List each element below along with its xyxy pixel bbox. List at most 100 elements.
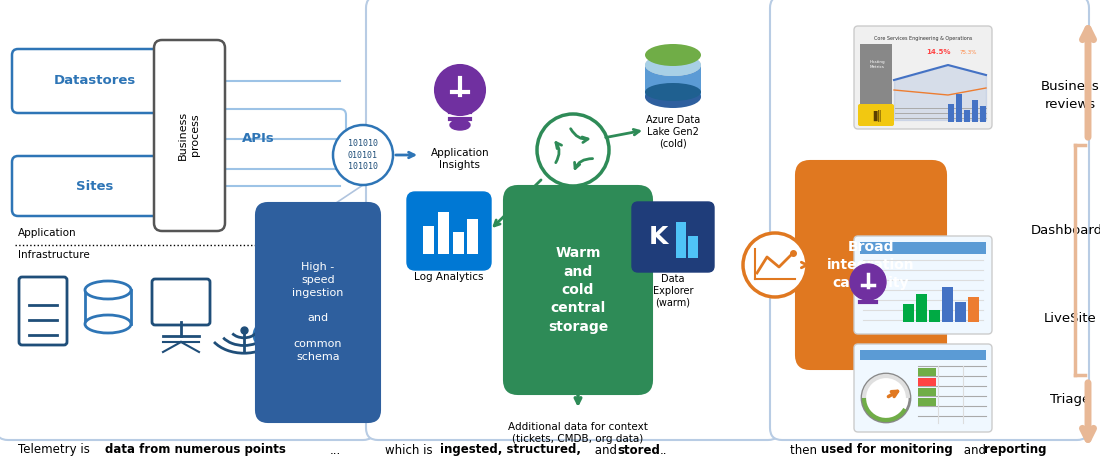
Text: Datastores: Datastores xyxy=(54,75,136,87)
Circle shape xyxy=(333,125,393,185)
Bar xyxy=(860,44,892,119)
Text: Telemetry is: Telemetry is xyxy=(18,444,94,457)
Text: which is: which is xyxy=(385,444,437,457)
Text: reporting: reporting xyxy=(984,444,1046,457)
Text: Core Services Engineering & Operations: Core Services Engineering & Operations xyxy=(873,36,972,41)
Text: 14.5%: 14.5% xyxy=(926,49,950,55)
Bar xyxy=(645,65,701,97)
Text: Infrastructure: Infrastructure xyxy=(18,250,90,260)
Bar xyxy=(676,222,686,258)
Bar xyxy=(438,212,449,254)
Bar xyxy=(860,242,986,254)
Text: and: and xyxy=(591,444,620,457)
Bar xyxy=(453,232,464,254)
Bar xyxy=(918,388,936,396)
Text: 75.3%: 75.3% xyxy=(959,50,977,55)
Text: Log Analytics: Log Analytics xyxy=(415,272,484,282)
Ellipse shape xyxy=(645,54,701,76)
Text: used for monitoring: used for monitoring xyxy=(821,444,953,457)
Text: Application: Application xyxy=(18,228,77,238)
Ellipse shape xyxy=(85,315,131,333)
FancyBboxPatch shape xyxy=(854,236,992,334)
Bar xyxy=(860,350,986,360)
Bar xyxy=(916,294,927,322)
Bar xyxy=(645,77,701,92)
Ellipse shape xyxy=(645,44,701,66)
Text: then: then xyxy=(790,444,821,457)
Circle shape xyxy=(434,65,485,115)
FancyBboxPatch shape xyxy=(154,40,226,231)
Ellipse shape xyxy=(290,320,326,350)
FancyBboxPatch shape xyxy=(796,161,946,369)
Text: Hosting
Metrics: Hosting Metrics xyxy=(869,60,884,69)
Text: Sites: Sites xyxy=(76,179,113,192)
Bar xyxy=(424,226,434,254)
FancyBboxPatch shape xyxy=(0,0,375,440)
Bar xyxy=(930,310,940,322)
Ellipse shape xyxy=(645,54,701,76)
Text: Data
Explorer
(warm): Data Explorer (warm) xyxy=(652,274,693,307)
Ellipse shape xyxy=(254,320,290,350)
Bar xyxy=(968,297,979,322)
Text: 101010
010101
101010: 101010 010101 101010 xyxy=(348,140,378,170)
FancyBboxPatch shape xyxy=(858,104,894,126)
Bar xyxy=(980,106,986,122)
FancyBboxPatch shape xyxy=(407,192,491,270)
FancyBboxPatch shape xyxy=(169,109,346,169)
FancyBboxPatch shape xyxy=(12,49,179,113)
Text: Warm
and
cold
central
storage: Warm and cold central storage xyxy=(548,246,608,334)
FancyBboxPatch shape xyxy=(854,26,992,129)
Text: Business
process: Business process xyxy=(178,110,200,160)
Ellipse shape xyxy=(264,307,316,343)
Text: Broad
integration
capability: Broad integration capability xyxy=(827,240,915,290)
Circle shape xyxy=(742,233,807,297)
Text: data from numerous points: data from numerous points xyxy=(104,444,286,457)
Circle shape xyxy=(537,114,609,186)
Ellipse shape xyxy=(450,120,470,130)
Circle shape xyxy=(850,264,886,300)
Bar xyxy=(85,290,131,324)
Text: ▐║: ▐║ xyxy=(869,109,882,121)
Text: ingested, structured,: ingested, structured, xyxy=(440,444,581,457)
Text: ...: ... xyxy=(330,444,341,457)
Text: Additional data for context
(tickets, CMDB, org data): Additional data for context (tickets, CM… xyxy=(508,422,648,444)
Bar xyxy=(903,304,914,322)
Ellipse shape xyxy=(85,281,131,299)
Bar xyxy=(948,104,954,122)
Bar xyxy=(688,236,698,258)
FancyBboxPatch shape xyxy=(854,344,992,432)
FancyBboxPatch shape xyxy=(256,203,380,422)
Text: K: K xyxy=(648,225,668,249)
Text: Azure Data
Lake Gen2
(cold): Azure Data Lake Gen2 (cold) xyxy=(646,115,700,148)
Ellipse shape xyxy=(260,326,320,354)
Bar xyxy=(955,302,966,322)
Text: Application
Insights: Application Insights xyxy=(431,148,490,170)
Bar xyxy=(918,378,936,386)
FancyBboxPatch shape xyxy=(770,0,1089,440)
Text: ..: .. xyxy=(660,444,668,457)
FancyBboxPatch shape xyxy=(504,186,652,394)
Text: stored: stored xyxy=(617,444,660,457)
FancyBboxPatch shape xyxy=(366,0,780,440)
Bar xyxy=(918,398,936,406)
Circle shape xyxy=(862,374,910,422)
Bar xyxy=(972,100,978,122)
Text: and: and xyxy=(960,444,990,457)
Bar xyxy=(942,287,953,322)
FancyBboxPatch shape xyxy=(152,279,210,325)
Bar xyxy=(964,110,970,122)
Text: Dashboards: Dashboards xyxy=(1031,224,1100,236)
FancyBboxPatch shape xyxy=(19,277,67,345)
FancyBboxPatch shape xyxy=(632,202,714,272)
Bar xyxy=(918,368,936,376)
Bar xyxy=(468,219,478,254)
Text: Business
reviews: Business reviews xyxy=(1041,79,1099,111)
Ellipse shape xyxy=(645,83,701,101)
Bar xyxy=(956,94,962,122)
Text: Triage: Triage xyxy=(1049,394,1090,406)
FancyBboxPatch shape xyxy=(12,156,179,216)
Text: High -
speed
ingestion

and

common
schema: High - speed ingestion and common schema xyxy=(293,262,343,362)
Ellipse shape xyxy=(645,86,701,108)
Text: LiveSite: LiveSite xyxy=(1044,311,1097,325)
Text: APIs: APIs xyxy=(242,133,274,146)
